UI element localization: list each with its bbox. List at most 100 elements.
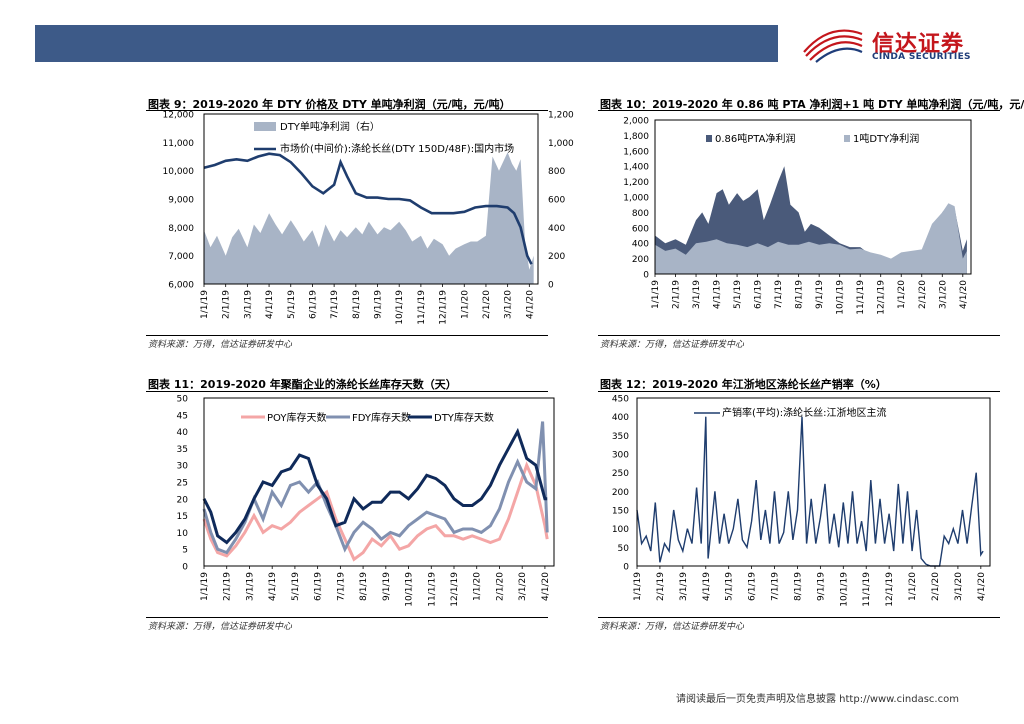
chart11-ytick-label: 5 <box>182 546 188 556</box>
chart9-ytick-left-label: 10,000 <box>163 167 195 177</box>
chart10-legend-swatch-dty <box>844 135 850 142</box>
chart11-xtick-label: 3/1/19 <box>245 572 255 601</box>
chart9-xtick-label: 3/1/20 <box>504 290 514 319</box>
chart9-ytick-left-label: 11,000 <box>163 139 195 149</box>
chart12-ytick-label: 150 <box>612 507 629 517</box>
chart9-ytick-left-label: 6,000 <box>168 281 194 291</box>
chart11-plot-frame <box>203 397 555 567</box>
chart10-ytick-label: 0 <box>643 271 649 281</box>
chart10-ytick-label: 400 <box>632 240 649 250</box>
chart9-legend-label-profit: DTY单吨净利润（右） <box>280 120 380 133</box>
chart9-ytick-left-label: 7,000 <box>168 252 194 262</box>
chart9-xtick-label: 7/1/19 <box>330 290 340 319</box>
chart11-xtick-label: 1/1/20 <box>473 572 483 601</box>
chart9-xtick-label: 2/1/19 <box>222 290 232 319</box>
chart10-ytick-label: 1,400 <box>623 163 649 173</box>
chart9-xtick-label: 5/1/19 <box>287 290 297 319</box>
chart9-ytick-left-label: 9,000 <box>168 196 194 206</box>
chart11-series-line-fdy <box>202 421 549 555</box>
chart12-xtick-label: 12/1/19 <box>885 572 895 607</box>
chart11-ytick-label: 30 <box>177 462 189 472</box>
chart9-xtick-label: 10/1/19 <box>395 290 405 325</box>
logo-english: CINDA SECURITIES <box>872 52 971 62</box>
chart11-xtick-label: 11/1/19 <box>427 572 437 607</box>
chart9-ytick-right-label: 0 <box>548 281 554 291</box>
chart12-xtick-label: 6/1/19 <box>748 572 758 601</box>
chart11-ytick-label: 10 <box>177 529 189 539</box>
chart11-ytick-label: 50 <box>177 395 189 405</box>
chart10-xtick-label: 7/1/19 <box>774 280 784 309</box>
chart10-ytick-label: 200 <box>632 255 649 265</box>
chart9-series-line-dty-price <box>203 152 533 265</box>
chart10-title: 图表 10：2019-2020 年 0.86 吨 PTA 净利润+1 吨 DTY… <box>600 98 1024 111</box>
chart9-svg: 12,000 11,000 10,000 9,000 8,000 7,000 6,000 1,… <box>163 111 575 325</box>
chart10-source-rule <box>598 335 1000 336</box>
chart11-title: 图表 11：2019-2020 年聚酯企业的涤纶长丝库存天数（天） <box>148 378 457 391</box>
chart11-ytick-label: 40 <box>177 428 189 438</box>
chart9-xtick-label: 3/1/19 <box>243 290 253 319</box>
chart9-ytick-right-label: 1,000 <box>548 139 574 149</box>
chart11-legend-label-dty: DTY库存天数 <box>434 411 494 424</box>
chart10-xtick-label: 11/1/19 <box>856 280 866 315</box>
chart9-title-rule <box>146 110 548 111</box>
chart9-xtick-label: 2/1/20 <box>482 290 492 319</box>
chart11-ytick-label: 0 <box>182 563 188 573</box>
chart10-source: 资料来源：万得，信达证券研发中心 <box>600 340 745 350</box>
chart10-xtick-label: 6/1/19 <box>754 280 764 309</box>
chart12-xtick-label: 10/1/19 <box>839 572 849 607</box>
chart10-xtick-label: 1/1/20 <box>897 280 907 309</box>
chart9-xtick-label: 6/1/19 <box>308 290 318 319</box>
chart11-xtick-label: 9/1/19 <box>382 572 392 601</box>
chart9-ytick-right-label: 800 <box>548 167 565 177</box>
chart11-xtick-label: 7/1/19 <box>336 572 346 601</box>
chart12-ytick-label: 450 <box>612 395 629 405</box>
chart9-ytick-right-label: 1,200 <box>548 111 574 121</box>
chart11-xtick-label: 2/1/19 <box>223 572 233 601</box>
chart11-xtick-label: 4/1/19 <box>268 572 278 601</box>
chart12-ytick-label: 0 <box>623 563 629 573</box>
chart12-xtick-label: 3/1/19 <box>679 572 689 601</box>
chart11-xtick-label: 1/1/19 <box>200 572 210 601</box>
chart12-xtick-label: 8/1/19 <box>793 572 803 601</box>
chart12-xtick-label: 3/1/20 <box>954 572 964 601</box>
chart12-xtick-label: 1/1/19 <box>633 572 643 601</box>
chart12-xtick-label: 2/1/19 <box>656 572 666 601</box>
chart10-legend-label-dty: 1吨DTY净利润 <box>853 132 919 145</box>
chart11-ytick-label: 25 <box>177 479 188 489</box>
chart10-xtick-label: 1/1/19 <box>651 280 661 309</box>
chart12-series-line-sales-ratio <box>636 416 984 567</box>
chart12-ytick-label: 200 <box>612 488 629 498</box>
chart11-xtick-label: 10/1/19 <box>405 572 415 607</box>
chart9-plot-frame <box>203 113 539 285</box>
chart11-source: 资料来源：万得，信达证券研发中心 <box>148 622 293 632</box>
chart10-xtick-label: 4/1/20 <box>959 280 969 309</box>
chart11-series-line-poy <box>202 461 549 562</box>
chart12-source-rule <box>598 617 1000 618</box>
chart11-xtick-label: 12/1/19 <box>450 572 460 607</box>
chart12-ytick-label: 350 <box>612 432 629 442</box>
chart10-xtick-label: 12/1/19 <box>877 280 887 315</box>
chart9-ytick-right-label: 200 <box>548 252 565 262</box>
chart10-ytick-label: 1,600 <box>623 147 649 157</box>
chart12-legend-label: 产销率(平均):涤纶长丝:江浙地区主流 <box>722 406 887 419</box>
chart9-series-area-dty-profit <box>204 152 534 284</box>
chart12-plot-frame <box>636 397 991 567</box>
chart11-title-rule <box>146 391 548 392</box>
chart11-ytick-label: 15 <box>177 512 188 522</box>
chart9-xtick-label: 4/1/20 <box>525 290 535 319</box>
chart9-ytick-left-label: 8,000 <box>168 224 194 234</box>
chart10-series-area-dty <box>655 203 967 274</box>
chart10-xtick-label: 3/1/19 <box>692 280 702 309</box>
chart11-source-rule <box>146 617 548 618</box>
chart10-ytick-label: 2,000 <box>623 117 649 127</box>
chart10-xtick-label: 10/1/19 <box>836 280 846 315</box>
chart10-ytick-label: 800 <box>632 209 649 219</box>
chart11-series-line-dty <box>202 427 548 545</box>
chart11-legend-label-poy: POY库存天数 <box>267 411 326 424</box>
chart12-xtick-label: 7/1/19 <box>771 572 781 601</box>
chart11-xtick-label: 3/1/20 <box>518 572 528 601</box>
chart11-xtick-label: 5/1/19 <box>291 572 301 601</box>
chart10-legend-swatch-pta <box>706 135 712 142</box>
chart10-xtick-label: 4/1/19 <box>713 280 723 309</box>
chart12-ytick-label: 400 <box>612 413 629 423</box>
